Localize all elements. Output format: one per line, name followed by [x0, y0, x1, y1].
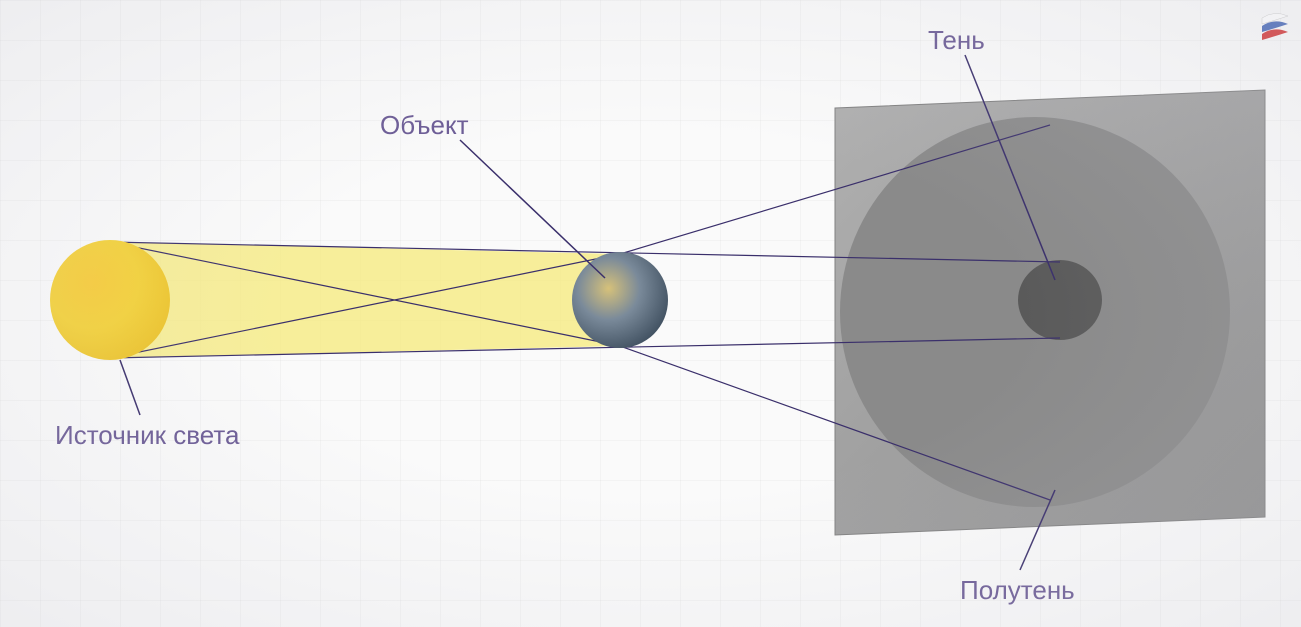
label-source: Источник света [55, 420, 239, 451]
logo-icon [1262, 13, 1288, 40]
pointer-source [120, 360, 140, 415]
umbra-shadow [1018, 260, 1102, 340]
light-source [50, 240, 170, 360]
label-shadow: Тень [928, 25, 985, 56]
label-object: Объект [380, 110, 469, 141]
label-penumbra: Полутень [960, 575, 1075, 606]
object-ball [572, 252, 668, 348]
shadow-diagram [0, 0, 1301, 627]
light-beam [110, 242, 620, 358]
